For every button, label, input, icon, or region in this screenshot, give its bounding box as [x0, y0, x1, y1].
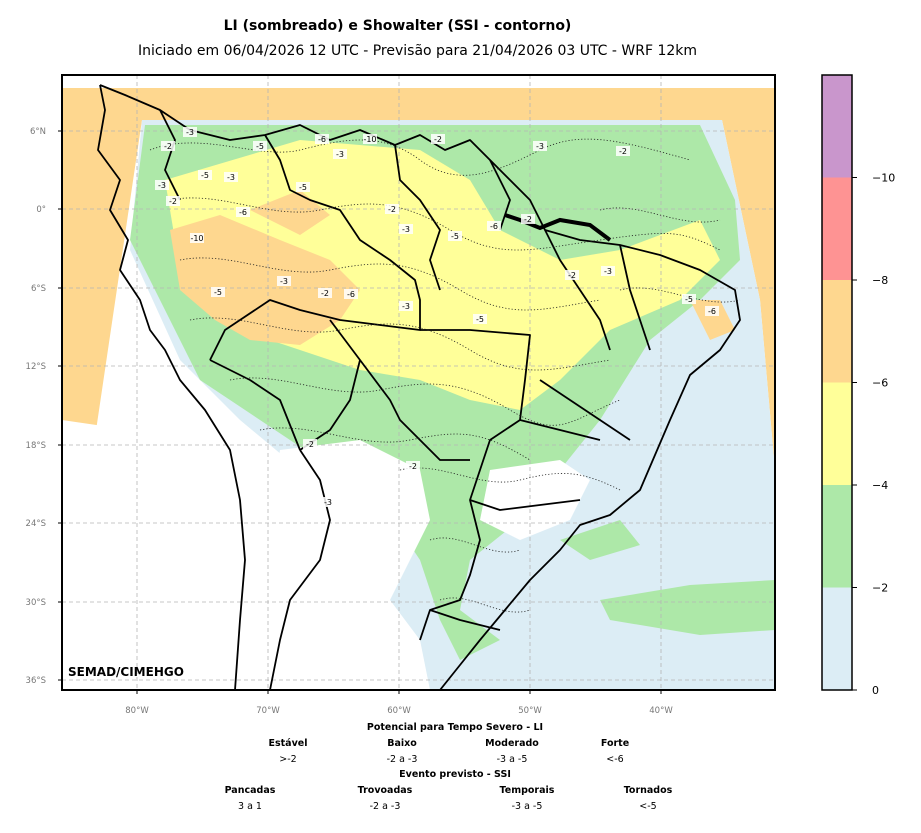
ssi-label: -3 [158, 181, 166, 190]
ssi-label: -3 [336, 150, 344, 159]
legend-category-name: Forte [600, 738, 630, 749]
ssi-label: -3 [324, 498, 332, 507]
legend-category-range: -2 a -3 [369, 801, 401, 812]
ssi-label: -10 [363, 135, 376, 144]
colorbar-tick-label: −8 [872, 274, 888, 287]
legend-category-name: Tornados [623, 785, 673, 796]
longitude-ticks: 80°W 70°W 60°W 50°W 40°W [125, 690, 673, 716]
legend-category-range: <-5 [639, 801, 657, 812]
legend-category-name: Baixo [387, 738, 417, 749]
colorbar-segment [822, 75, 852, 178]
legend-category-range: <-6 [606, 754, 624, 765]
colorbar-tick-label: −6 [872, 377, 888, 390]
colorbar-tick-label: −2 [872, 582, 888, 595]
ssi-label: -2 [434, 135, 442, 144]
country-borders [97, 84, 741, 690]
ssi-label: -3 [280, 277, 288, 286]
lon-tick-label: 40°W [649, 706, 673, 716]
ssi-label: -2 [524, 215, 532, 224]
ssi-label: -3 [402, 302, 410, 311]
ssi-label: -2 [169, 197, 177, 206]
colorbar-segment [822, 177, 852, 280]
ssi-label: -2 [568, 271, 576, 280]
map-plot-area [62, 75, 775, 690]
ssi-label: -3 [402, 225, 410, 234]
ssi-label: -2 [388, 205, 396, 214]
colorbar-segment [822, 382, 852, 485]
lat-tick-label: 30°S [26, 598, 46, 608]
ssi-label: -6 [239, 208, 247, 217]
map-grid [62, 75, 775, 690]
colorbar-segment [822, 280, 852, 383]
map-frame [61, 74, 776, 691]
ssi-label: -6 [490, 222, 498, 231]
lat-tick-label: 18°S [26, 441, 46, 451]
ssi-label: -5 [299, 183, 307, 192]
ssi-label: -2 [409, 462, 417, 471]
legend-category-name: Trovoadas [357, 785, 413, 796]
ssi-label: -5 [685, 295, 693, 304]
ssi-label: -5 [451, 232, 459, 241]
legend-category-name: Temporais [499, 785, 555, 796]
ssi-label: -3 [227, 173, 235, 182]
colorbar-tick-label: −4 [872, 479, 888, 492]
li-legend-title: Potencial para Tempo Severo - LI [366, 722, 544, 733]
legend-category-range: >-2 [279, 754, 297, 765]
ssi-legend-title: Evento previsto - SSI [399, 769, 511, 780]
lat-tick-label: 24°S [26, 519, 46, 529]
ssi-label: -6 [347, 290, 355, 299]
legend-category-name: Moderado [485, 738, 539, 749]
ssi-label: -5 [214, 288, 222, 297]
legend-category-range: -3 a -5 [496, 754, 528, 765]
ssi-label: -6 [318, 135, 326, 144]
lon-tick-label: 50°W [518, 706, 542, 716]
chart-title: LI (sombreado) e Showalter (SSI - contor… [223, 18, 572, 34]
legend-category-name: Pancadas [224, 785, 276, 796]
colorbar-tick-label: −10 [872, 172, 895, 185]
ssi-label: -2 [619, 147, 627, 156]
lat-tick-label: 0° [36, 205, 46, 215]
ssi-label: -10 [190, 234, 203, 243]
lat-tick-label: 6°N [30, 127, 46, 137]
domain-orange-band [62, 88, 775, 660]
ssi-label: -6 [708, 307, 716, 316]
legend-category-name: Estável [268, 738, 308, 749]
lat-tick-label: 36°S [26, 676, 46, 686]
lon-tick-label: 80°W [125, 706, 149, 716]
ssi-label: -3 [536, 142, 544, 151]
ssi-contours [149, 138, 741, 613]
ssi-label: -3 [604, 267, 612, 276]
ssi-label: -2 [306, 440, 314, 449]
legend-category-range: 3 a 1 [238, 801, 262, 812]
colorbar-segment [822, 587, 852, 690]
legend-category-range: -3 a -5 [511, 801, 543, 812]
ssi-contour-labels: -2-3-5-6 -10 -2-3-5 -3-2-6-5-3-2-3-5-6-2-3-… [155, 127, 719, 507]
latitude-ticks: 6°N 0° 6°S 12°S 18°S 24°S 30°S 36°S [26, 127, 62, 686]
ssi-label: -5 [201, 171, 209, 180]
colorbar-segment [822, 485, 852, 588]
colorbar-tick-label: 0 [872, 684, 879, 697]
amazon-river-mouth [504, 213, 612, 242]
watermark: SEMAD/CIMEHGO [68, 665, 184, 679]
chart-subtitle: Iniciado em 06/04/2026 12 UTC - Previsão… [137, 43, 698, 59]
lat-tick-label: 12°S [26, 362, 46, 372]
ssi-label: -2 [164, 142, 172, 151]
ssi-label: -5 [476, 315, 484, 324]
colorbar: 0 −2 −4 −6 −8 −10 [821, 74, 895, 697]
lon-tick-label: 70°W [256, 706, 280, 716]
lon-tick-label: 60°W [387, 706, 411, 716]
lat-tick-label: 6°S [31, 284, 46, 294]
ssi-label: -5 [256, 142, 264, 151]
legend-category-range: -2 a -3 [386, 754, 418, 765]
ssi-label: -2 [321, 289, 329, 298]
ssi-label: -3 [186, 128, 194, 137]
